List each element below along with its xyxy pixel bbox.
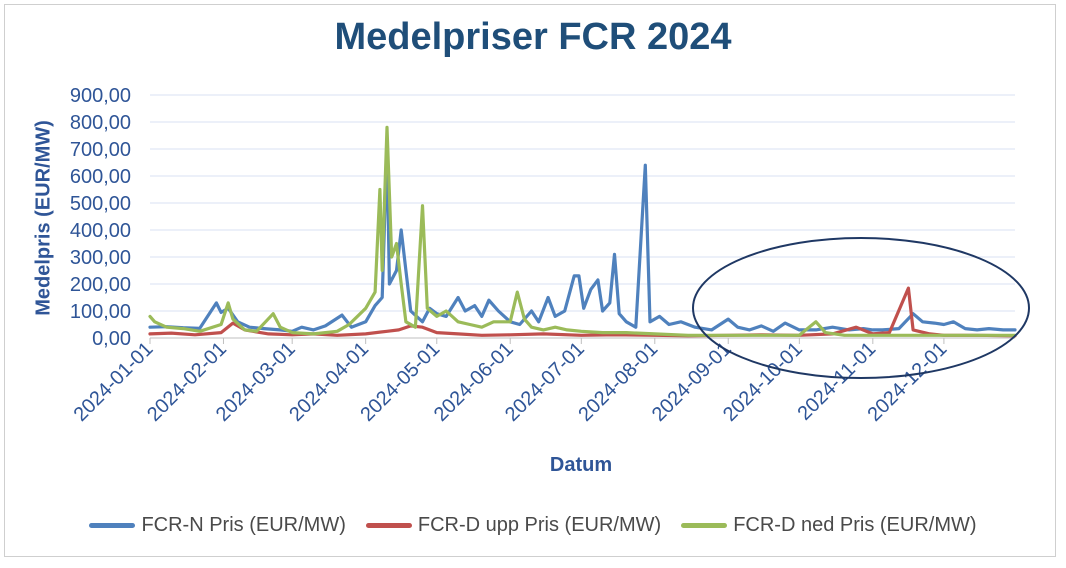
legend-item-fcr-d-ned: FCR-D ned Pris (EUR/MW) [681, 514, 977, 537]
x-axis-label: Datum [549, 454, 613, 476]
legend-label-fcr-d-ned: FCR-D ned Pris (EUR/MW) [733, 514, 977, 536]
chart-frame [4, 4, 1056, 557]
series-line-fcr-d-upp [148, 286, 1017, 338]
series-layer [148, 125, 1017, 338]
legend-item-fcr-d-upp: FCR-D upp Pris (EUR/MW) [365, 514, 662, 537]
legend-swatch-fcr-n [89, 523, 136, 528]
y-tick-label: 200,00 [70, 274, 131, 296]
y-tick-label: 400,00 [70, 220, 131, 242]
y-tick-label: 300,00 [70, 247, 131, 269]
chart-title: Medelpriser FCR 2024 [334, 16, 732, 58]
legend-label-fcr-d-upp: FCR-D upp Pris (EUR/MW) [417, 514, 662, 536]
y-tick-label: 600,00 [70, 166, 131, 188]
x-tick-labels: 2024-01-012024-02-012024-03-012024-04-01… [70, 338, 952, 426]
series-line-fcr-d-ned [148, 125, 1017, 337]
series-line-fcr-n [148, 142, 1017, 333]
highlight-ellipse [692, 237, 1030, 379]
y-tick-label: 700,00 [70, 139, 131, 161]
y-tick-label: 500,00 [70, 193, 131, 215]
gridlines [149, 94, 1015, 344]
y-tick-label: 0,00 [92, 328, 131, 350]
y-tick-labels: 0,00 100,00 200,00 300,00 400,00 500,00 600,00… [70, 85, 131, 350]
legend-item-fcr-n: FCR-N Pris (EUR/MW) [89, 514, 346, 537]
legend-label-fcr-n: FCR-N Pris (EUR/MW) [141, 514, 346, 536]
legend: FCR-N Pris (EUR/MW) FCR-D upp Pris (EUR/… [0, 514, 1066, 537]
legend-swatch-fcr-d-upp [365, 523, 412, 528]
y-tick-label: 900,00 [70, 85, 131, 107]
y-tick-label: 800,00 [70, 112, 131, 134]
y-tick-label: 100,00 [70, 301, 131, 323]
legend-swatch-fcr-d-ned [681, 523, 728, 528]
